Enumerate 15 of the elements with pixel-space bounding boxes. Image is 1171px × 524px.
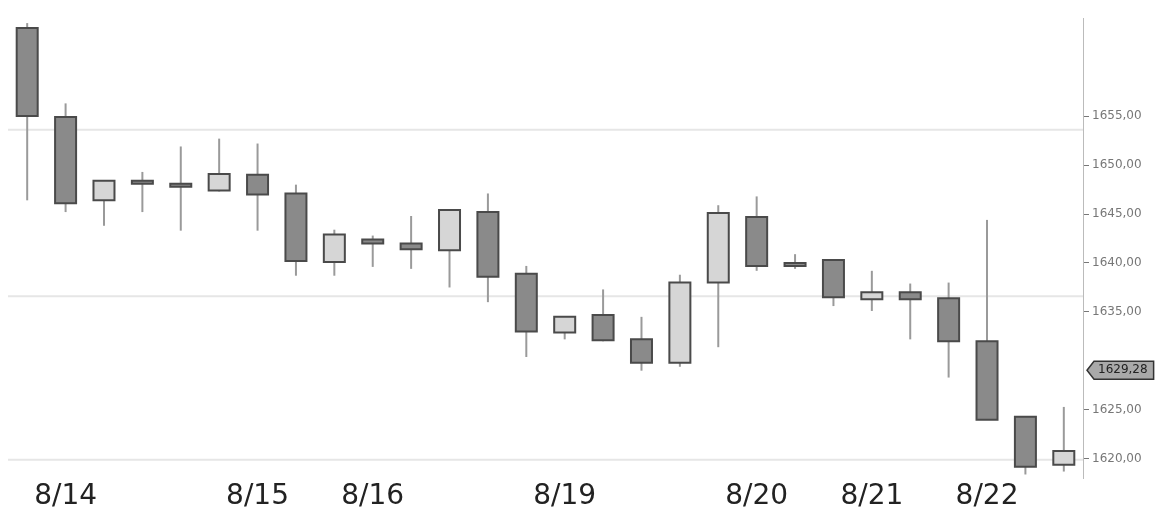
x-tick-label: 8/16 <box>341 478 405 512</box>
x-tick-label: 8/15 <box>226 478 289 512</box>
x-tick-label: 8/21 <box>840 478 904 512</box>
x-tick-label: 8/22 <box>955 478 1019 512</box>
y-tick-label: 1640,00 <box>1092 255 1142 270</box>
text: 1629,28 <box>1098 362 1148 377</box>
x-tick-label: 8/19 <box>533 478 597 512</box>
y-tick-label: 1645,00 <box>1092 206 1142 221</box>
x-tick-label: 8/20 <box>725 478 789 512</box>
y-tick-label: 1650,00 <box>1092 157 1142 172</box>
y-tick-label: 1620,00 <box>1092 450 1142 465</box>
y-tick-label: 1655,00 <box>1092 108 1142 123</box>
y-tick-label: 1625,00 <box>1092 401 1142 416</box>
x-tick-label: 8/14 <box>34 478 98 512</box>
y-tick-label: 1635,00 <box>1092 304 1142 319</box>
